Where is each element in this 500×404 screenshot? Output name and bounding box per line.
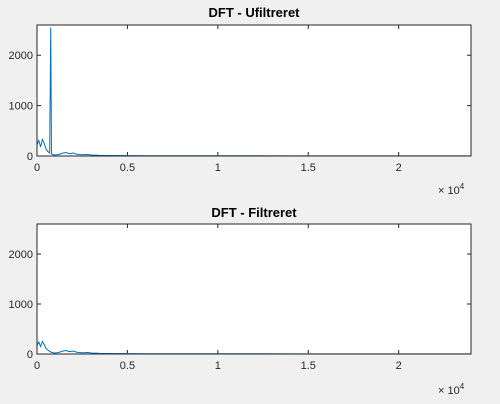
ticks-bottom: 0 0.5 1 1.5 2 0 1000 2000	[9, 224, 471, 372]
y-tick-label: 1000	[9, 101, 33, 113]
x-exponent-base-bottom: × 10	[438, 385, 460, 397]
y-tick-label: 2000	[9, 249, 33, 261]
chart-title-bottom: DFT - Filtreret	[211, 205, 297, 220]
plot-area-bottom	[37, 224, 471, 354]
x-exponent-base-top: × 10	[438, 185, 460, 197]
x-tick-label: 1	[215, 162, 221, 174]
x-tick-label: 1.5	[301, 360, 316, 372]
x-tick-label: 0.5	[120, 360, 135, 372]
x-tick-label: 2	[396, 162, 402, 174]
plot-area-top	[37, 25, 471, 156]
x-exponent-top: × 104	[438, 182, 465, 197]
x-tick-label: 0	[34, 162, 40, 174]
x-exponent-power-top: 4	[460, 182, 465, 191]
x-tick-label: 1	[215, 360, 221, 372]
y-tick-label: 0	[27, 349, 33, 361]
ticks-top: 0 0.5 1 1.5 2 0 1000 2000	[9, 25, 471, 174]
x-exponent-bottom: × 104	[438, 382, 465, 397]
x-tick-label: 1.5	[301, 162, 316, 174]
axes-box-bottom	[36, 223, 472, 355]
x-tick-label: 0	[34, 360, 40, 372]
x-exponent-power-bottom: 4	[460, 382, 465, 391]
axes-box-top	[36, 24, 472, 157]
y-tick-label: 2000	[9, 50, 33, 62]
y-tick-label: 0	[27, 151, 33, 163]
subplot-top: DFT - Ufiltreret 0 0.5 1 1.5 2 0 1000 2000 × 10…	[9, 5, 472, 197]
x-tick-label: 2	[396, 360, 402, 372]
y-tick-label: 1000	[9, 299, 33, 311]
subplot-bottom: DFT - Filtreret 0 0.5 1 1.5 2 0 1000 2000 × 104	[9, 205, 472, 397]
chart-title-top: DFT - Ufiltreret	[209, 5, 301, 20]
x-tick-label: 0.5	[120, 162, 135, 174]
